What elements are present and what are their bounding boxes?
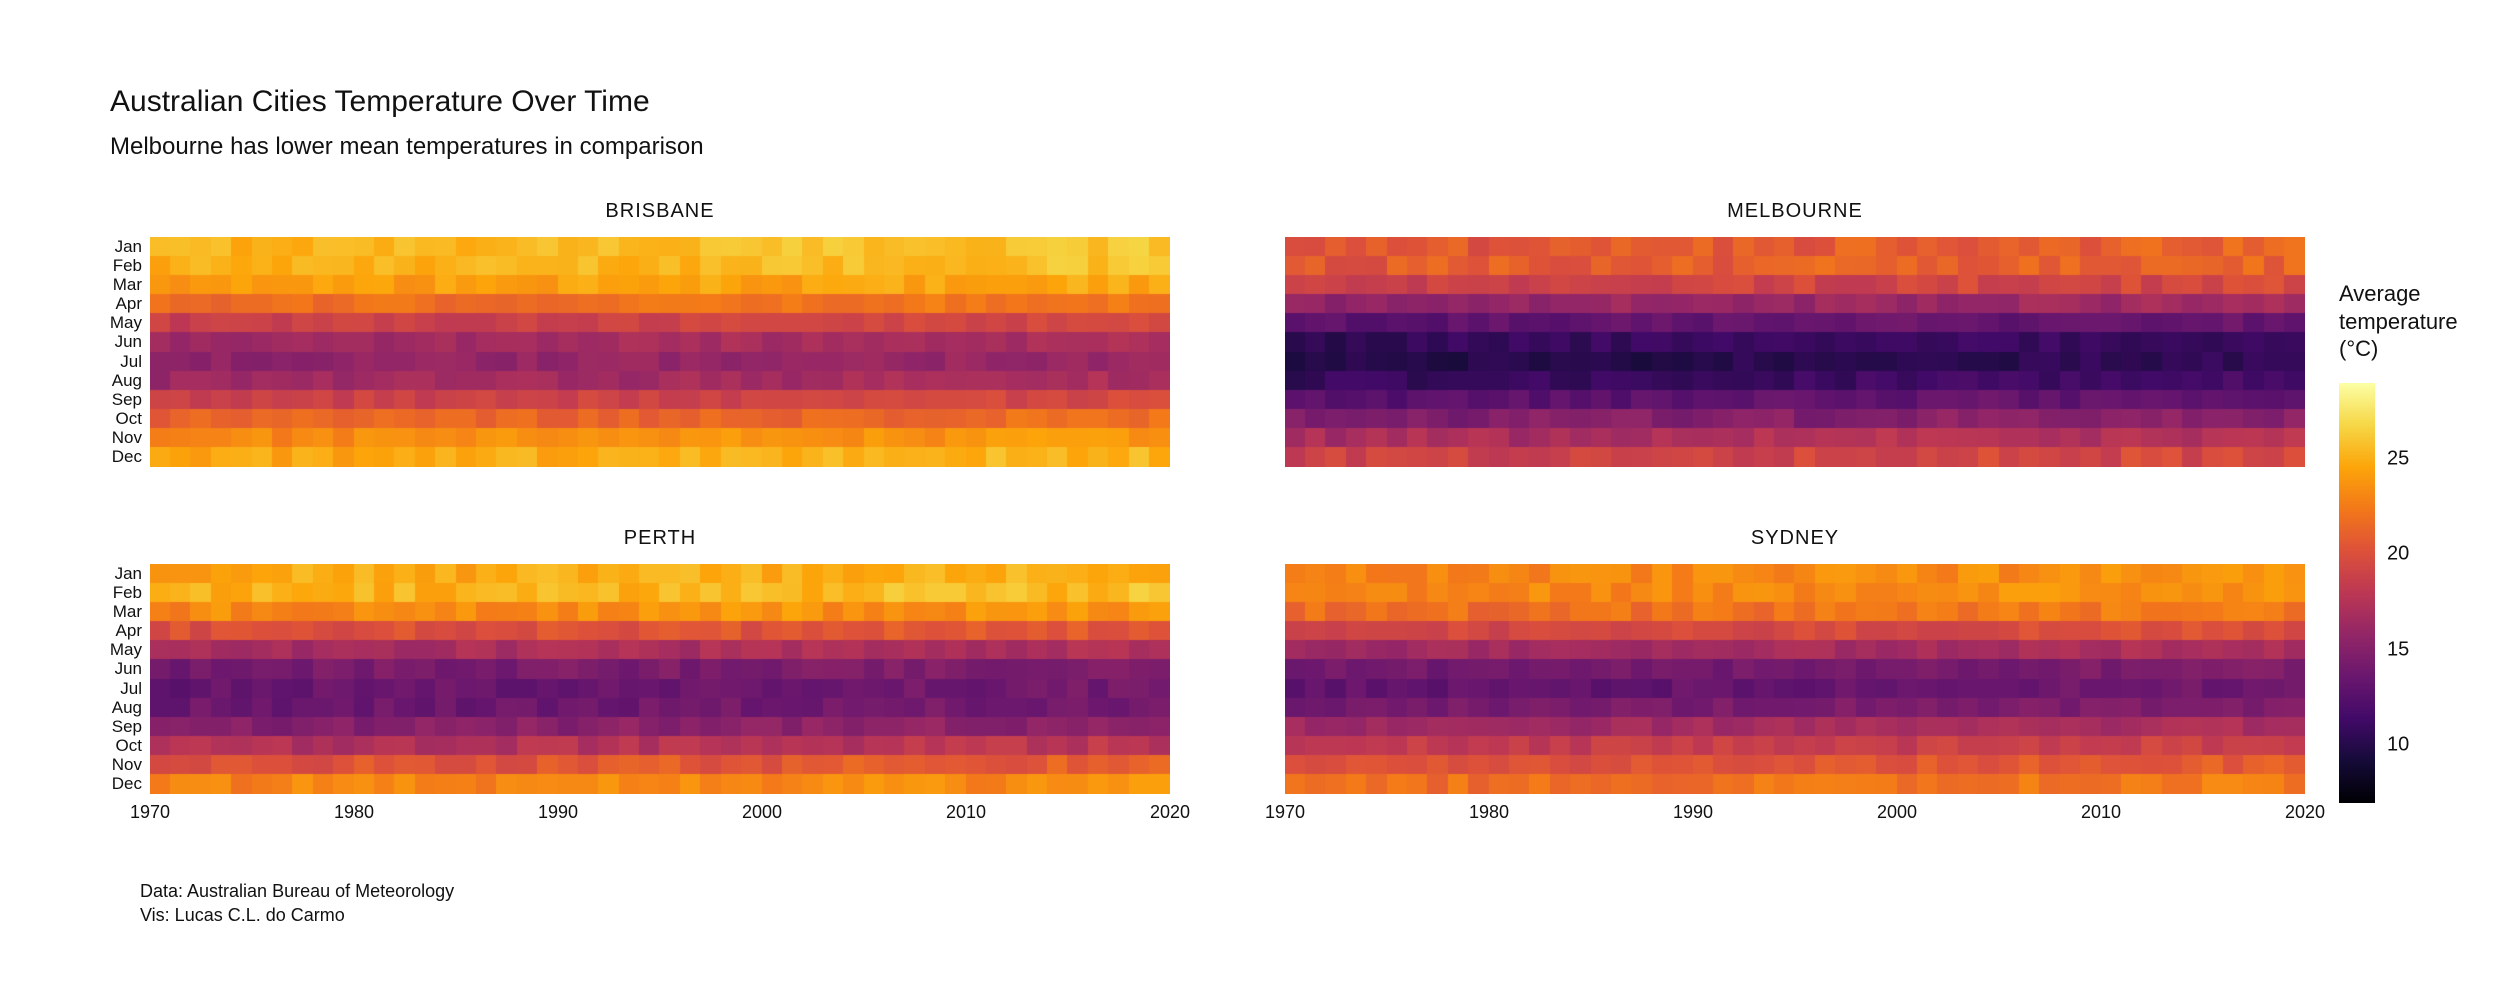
- x-tick-label: 1970: [1265, 802, 1305, 823]
- y-tick-label: Jun: [115, 332, 142, 352]
- credits-block: Data: Australian Bureau of Meteorology V…: [140, 880, 454, 927]
- legend-tick-label: 10: [2387, 734, 2409, 757]
- y-tick-label: Feb: [113, 583, 142, 603]
- panel-perth: PERTH JanFebMarAprMayJunJulAugSepOctNovDe…: [150, 527, 1170, 832]
- y-tick-label: Aug: [112, 371, 142, 391]
- y-tick-label: Nov: [112, 428, 142, 448]
- y-tick-label: Jan: [115, 564, 142, 584]
- legend-ticks: 10 15 20 25: [2375, 383, 2425, 803]
- titles-block: Australian Cities Temperature Over Time …: [110, 85, 704, 161]
- panel-title: SYDNEY: [1285, 527, 2305, 550]
- x-tick-label: 2020: [2285, 802, 2325, 823]
- heatmap-canvas: [150, 564, 1170, 794]
- panel-brisbane: BRISBANE JanFebMarAprMayJunJulAugSepOctNo…: [150, 200, 1170, 467]
- legend-bar-wrap: 10 15 20 25: [2339, 383, 2459, 803]
- heatmap-wrap: [1285, 237, 2305, 467]
- panel-sydney: SYDNEY197019801990200020102020: [1285, 527, 2305, 832]
- y-tick-label: Apr: [116, 294, 142, 314]
- x-tick-label: 2000: [742, 802, 782, 823]
- legend-title: Average temperature (°C): [2339, 280, 2459, 363]
- panel-title: MELBOURNE: [1285, 200, 2305, 223]
- x-tick-label: 1990: [1673, 802, 1713, 823]
- panel-melbourne: MELBOURNE: [1285, 200, 2305, 467]
- chart-title: Australian Cities Temperature Over Time: [110, 85, 704, 119]
- heatmap-wrap: [1285, 564, 2305, 794]
- heatmap-wrap: JanFebMarAprMayJunJulAugSepOctNovDec: [150, 237, 1170, 467]
- y-tick-label: Jan: [115, 237, 142, 257]
- y-tick-label: Jun: [115, 659, 142, 679]
- heatmap-canvas: [150, 237, 1170, 467]
- y-tick-label: Apr: [116, 621, 142, 641]
- heatmap-canvas: [1285, 237, 2305, 467]
- x-axis-labels: 197019801990200020102020: [150, 802, 1170, 832]
- x-tick-label: 1970: [130, 802, 170, 823]
- legend-colorbar: [2339, 383, 2375, 803]
- x-tick-label: 2000: [1877, 802, 1917, 823]
- y-tick-label: Jul: [120, 679, 142, 699]
- x-axis-labels: 197019801990200020102020: [1285, 802, 2305, 832]
- legend-tick-label: 25: [2387, 447, 2409, 470]
- x-tick-label: 1980: [334, 802, 374, 823]
- heatmap-wrap: JanFebMarAprMayJunJulAugSepOctNovDec: [150, 564, 1170, 794]
- x-tick-label: 2010: [946, 802, 986, 823]
- y-tick-label: Oct: [116, 736, 142, 756]
- y-tick-label: May: [110, 640, 142, 660]
- x-tick-label: 2020: [1150, 802, 1190, 823]
- legend-tick-label: 20: [2387, 543, 2409, 566]
- panel-title: PERTH: [150, 527, 1170, 550]
- y-tick-label: Nov: [112, 755, 142, 775]
- y-tick-label: Aug: [112, 698, 142, 718]
- x-tick-label: 2010: [2081, 802, 2121, 823]
- y-tick-label: Sep: [112, 390, 142, 410]
- panel-row: BRISBANE JanFebMarAprMayJunJulAugSepOctNo…: [150, 200, 2330, 467]
- panels-grid: BRISBANE JanFebMarAprMayJunJulAugSepOctNo…: [150, 200, 2330, 832]
- y-tick-label: Dec: [112, 447, 142, 467]
- chart-subtitle: Melbourne has lower mean temperatures in…: [110, 133, 704, 161]
- y-tick-label: Jul: [120, 352, 142, 372]
- y-tick-label: Mar: [113, 602, 142, 622]
- y-tick-label: Sep: [112, 717, 142, 737]
- legend-tick-label: 15: [2387, 638, 2409, 661]
- panel-row: PERTH JanFebMarAprMayJunJulAugSepOctNovDe…: [150, 527, 2330, 832]
- y-tick-label: Mar: [113, 275, 142, 295]
- credits-data-source: Data: Australian Bureau of Meteorology: [140, 880, 454, 903]
- y-tick-label: Dec: [112, 774, 142, 794]
- y-tick-label: May: [110, 313, 142, 333]
- panel-title: BRISBANE: [150, 200, 1170, 223]
- color-legend: Average temperature (°C) 10 15 20 25: [2339, 280, 2459, 803]
- y-tick-label: Oct: [116, 409, 142, 429]
- x-tick-label: 1980: [1469, 802, 1509, 823]
- page-root: Australian Cities Temperature Over Time …: [0, 0, 2519, 1007]
- heatmap-canvas: [1285, 564, 2305, 794]
- y-tick-label: Feb: [113, 256, 142, 276]
- credits-author: Vis: Lucas C.L. do Carmo: [140, 904, 454, 927]
- x-tick-label: 1990: [538, 802, 578, 823]
